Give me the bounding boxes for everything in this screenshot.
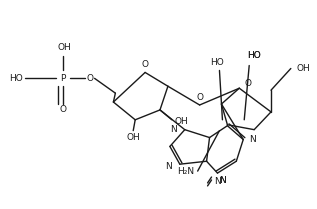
Text: OH: OH — [126, 133, 140, 142]
Text: OH: OH — [58, 43, 72, 52]
Text: O: O — [196, 93, 203, 102]
Text: N: N — [249, 135, 256, 144]
Text: O: O — [142, 60, 149, 69]
Text: O: O — [59, 105, 66, 114]
Text: N: N — [214, 177, 221, 186]
Text: HO: HO — [247, 51, 261, 60]
Text: N: N — [219, 176, 226, 185]
Text: O: O — [244, 79, 251, 88]
Text: N: N — [165, 162, 172, 171]
Text: P: P — [60, 74, 66, 83]
Text: OH: OH — [175, 117, 189, 126]
Text: N: N — [219, 176, 226, 185]
Text: O: O — [86, 74, 93, 83]
Text: HO: HO — [10, 74, 23, 83]
Text: HO: HO — [247, 51, 261, 60]
Text: N: N — [170, 125, 177, 134]
Text: OH: OH — [297, 64, 311, 73]
Text: HO: HO — [210, 58, 224, 67]
Text: H₂N: H₂N — [178, 167, 195, 176]
